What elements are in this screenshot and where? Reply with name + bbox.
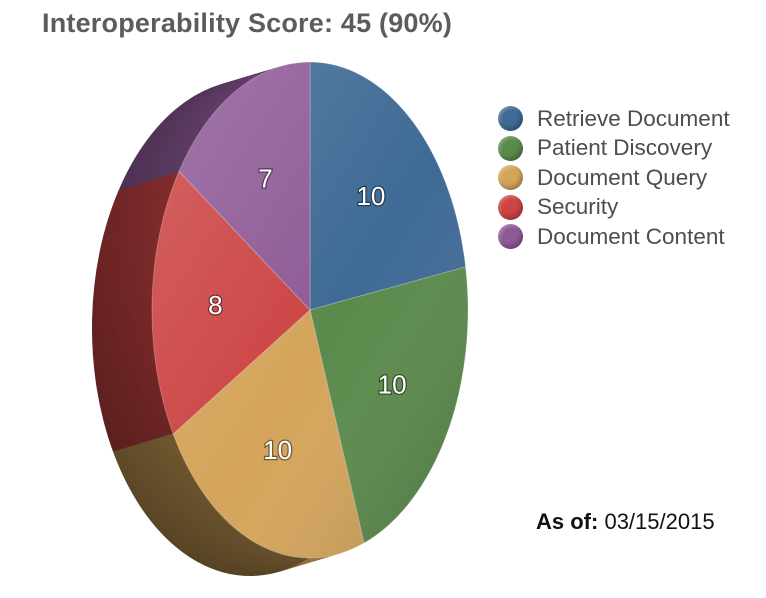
as-of-note: As of: 03/15/2015 (536, 509, 715, 535)
legend-item: Retrieve Document (498, 104, 730, 134)
as-of-date: 03/15/2015 (604, 509, 715, 534)
legend-item: Document Query (498, 163, 730, 193)
pie-labels-layer: 10 10 10 8 7 (207, 162, 408, 466)
legend-item: Security (498, 193, 730, 223)
legend-swatch (498, 135, 523, 161)
slice-value-label: 10 (356, 181, 385, 211)
legend-swatch (498, 224, 523, 250)
slice-value-label: 10 (378, 369, 407, 399)
pie-sheen-layer (152, 62, 468, 558)
chart-title: Interoperability Score: 45 (90%) (42, 8, 453, 38)
legend: Retrieve Document Patient Discovery Docu… (498, 104, 730, 252)
slice-value-label: 7 (258, 164, 272, 194)
pie-sheen (152, 62, 468, 558)
legend-item: Patient Discovery (498, 134, 730, 164)
legend-label: Document Content (537, 223, 725, 249)
legend-swatch (498, 165, 523, 191)
slice-value-label: 8 (208, 290, 222, 320)
as-of-label: As of: (536, 509, 599, 534)
legend-label: Security (537, 194, 619, 220)
legend-label: Patient Discovery (537, 135, 713, 161)
legend-label: Retrieve Document (537, 105, 730, 131)
legend-swatch (498, 106, 523, 132)
slice-value-label: 10 (263, 435, 292, 465)
legend-item: Document Content (498, 222, 730, 252)
legend-label: Document Query (537, 164, 708, 190)
legend-swatch (498, 194, 523, 220)
